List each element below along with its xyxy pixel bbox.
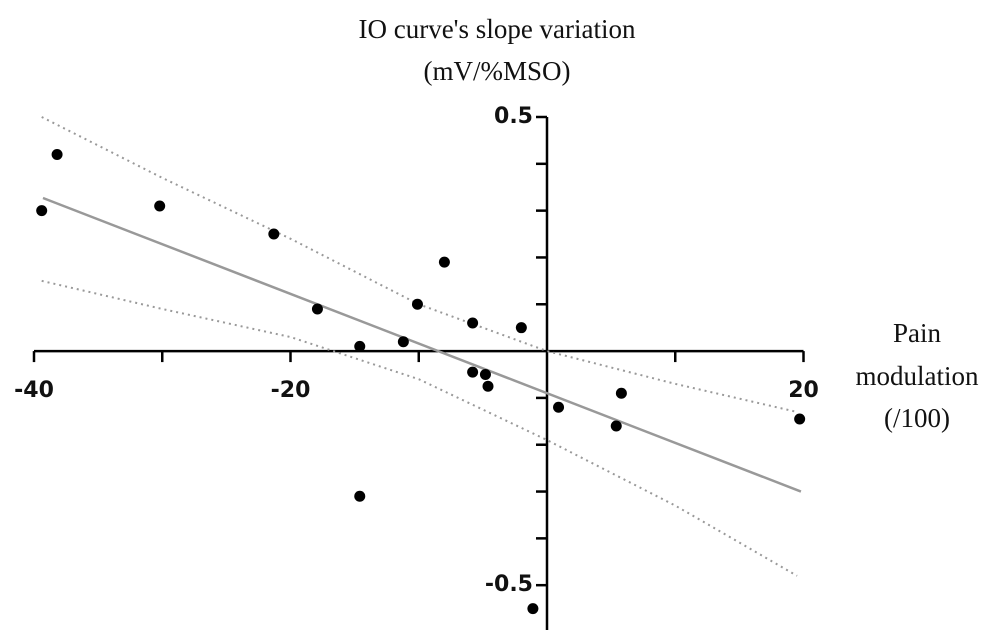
x-tick-label: 20 <box>788 378 819 403</box>
y-tick-label: -0.5 <box>485 572 533 597</box>
x-tick-label: -40 <box>14 378 54 403</box>
data-point <box>311 303 323 315</box>
data-point <box>467 317 479 329</box>
data-point <box>36 205 48 217</box>
confidence-band-lower <box>41 279 798 577</box>
data-point <box>482 380 494 392</box>
confidence-band-upper <box>41 116 798 413</box>
data-point <box>515 322 527 334</box>
x-axis-unit: (/100) <box>884 403 950 433</box>
data-point <box>479 369 491 380</box>
data-point <box>794 413 806 425</box>
data-point <box>527 603 539 615</box>
data-point <box>154 200 166 212</box>
data-point <box>467 366 479 378</box>
data-point <box>438 256 450 268</box>
data-point <box>51 148 63 160</box>
data-point <box>354 340 366 352</box>
data-point <box>411 298 423 310</box>
y-axis-title: IO curve's slope variation <box>358 14 636 44</box>
data-point <box>397 336 409 348</box>
x-axis-title: Pain <box>893 318 942 348</box>
data-point <box>615 387 627 399</box>
data-point <box>610 420 622 432</box>
data-point <box>268 228 280 240</box>
data-point <box>553 401 565 413</box>
x-axis-title: modulation <box>856 361 979 391</box>
regression-line <box>42 196 802 493</box>
data-point <box>354 490 366 502</box>
y-tick-label: 0.5 <box>494 104 533 129</box>
y-axis-unit: (mV/%MSO) <box>424 56 571 86</box>
x-tick-label: -20 <box>271 378 311 403</box>
